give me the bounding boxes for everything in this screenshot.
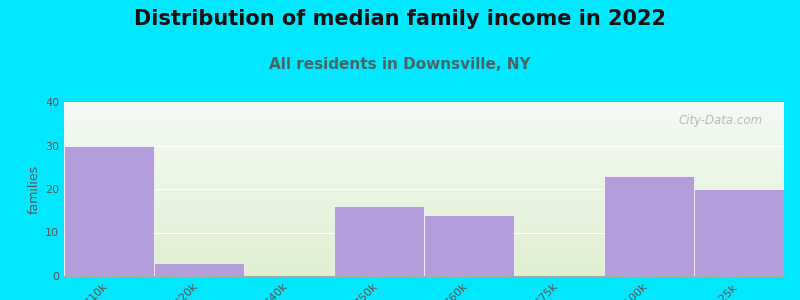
Bar: [694, 189, 784, 276]
Text: Distribution of median family income in 2022: Distribution of median family income in …: [134, 9, 666, 29]
Bar: [64, 146, 154, 276]
Bar: [604, 176, 694, 276]
Y-axis label: families: families: [28, 164, 41, 214]
Bar: [334, 206, 424, 276]
Bar: [154, 263, 244, 276]
Text: All residents in Downsville, NY: All residents in Downsville, NY: [269, 57, 531, 72]
Text: City-Data.com: City-Data.com: [678, 114, 762, 127]
Bar: [424, 215, 514, 276]
